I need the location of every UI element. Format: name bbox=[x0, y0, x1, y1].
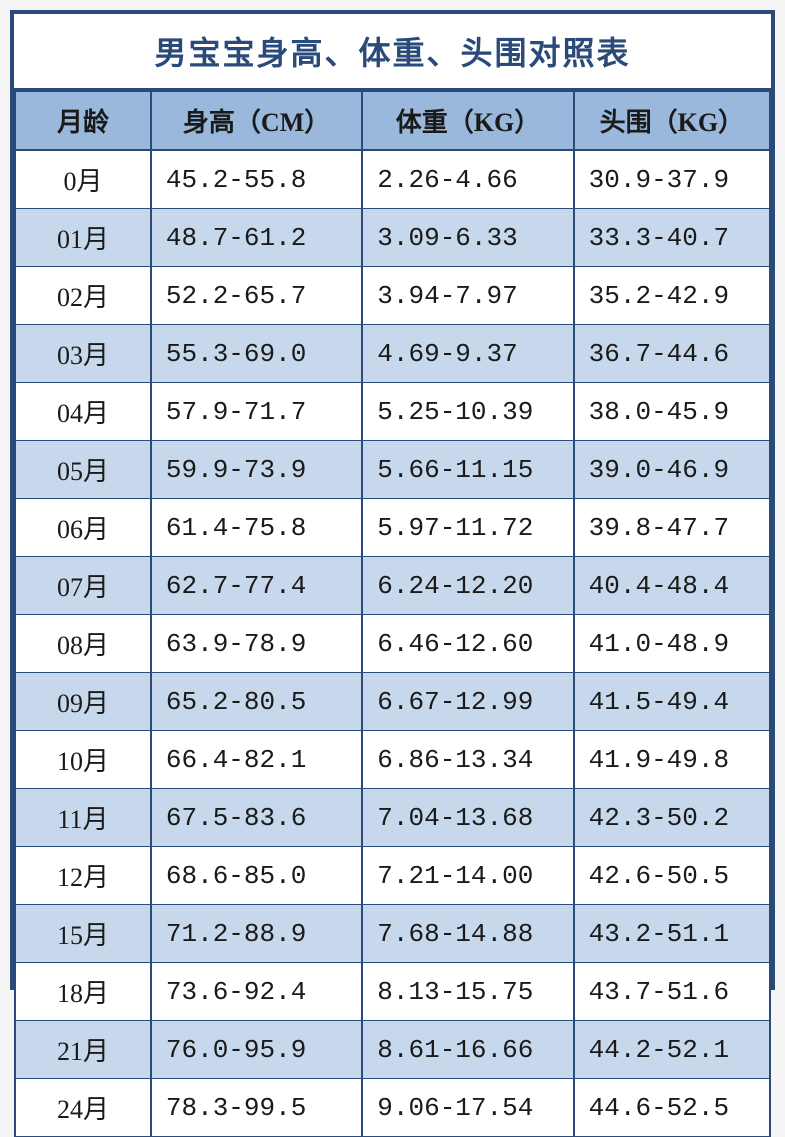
cell-head-circumference: 41.9-49.8 bbox=[574, 731, 770, 789]
cell-month: 12月 bbox=[15, 847, 151, 905]
cell-head-circumference: 41.0-48.9 bbox=[574, 615, 770, 673]
cell-height: 55.3-69.0 bbox=[151, 325, 362, 383]
cell-month: 11月 bbox=[15, 789, 151, 847]
cell-weight: 7.68-14.88 bbox=[362, 905, 573, 963]
growth-reference-table: 男宝宝身高、体重、头围对照表 月龄 身高（CM） 体重（KG） 头围（KG） 0… bbox=[10, 10, 775, 990]
cell-height: 45.2-55.8 bbox=[151, 150, 362, 209]
cell-weight: 5.97-11.72 bbox=[362, 499, 573, 557]
cell-weight: 6.24-12.20 bbox=[362, 557, 573, 615]
table-header-row: 月龄 身高（CM） 体重（KG） 头围（KG） bbox=[15, 91, 770, 150]
cell-head-circumference: 43.2-51.1 bbox=[574, 905, 770, 963]
cell-month: 02月 bbox=[15, 267, 151, 325]
cell-height: 66.4-82.1 bbox=[151, 731, 362, 789]
cell-month: 21月 bbox=[15, 1021, 151, 1079]
table-title: 男宝宝身高、体重、头围对照表 bbox=[14, 14, 771, 90]
cell-month: 15月 bbox=[15, 905, 151, 963]
table-row: 06月61.4-75.85.97-11.7239.8-47.7 bbox=[15, 499, 770, 557]
cell-month: 18月 bbox=[15, 963, 151, 1021]
cell-weight: 9.06-17.54 bbox=[362, 1079, 573, 1137]
table-row: 04月57.9-71.75.25-10.3938.0-45.9 bbox=[15, 383, 770, 441]
cell-height: 62.7-77.4 bbox=[151, 557, 362, 615]
column-header-weight: 体重（KG） bbox=[362, 91, 573, 150]
cell-month: 01月 bbox=[15, 209, 151, 267]
cell-month: 24月 bbox=[15, 1079, 151, 1137]
cell-height: 57.9-71.7 bbox=[151, 383, 362, 441]
cell-month: 07月 bbox=[15, 557, 151, 615]
cell-month: 04月 bbox=[15, 383, 151, 441]
cell-height: 68.6-85.0 bbox=[151, 847, 362, 905]
cell-weight: 6.67-12.99 bbox=[362, 673, 573, 731]
table-row: 01月48.7-61.23.09-6.3333.3-40.7 bbox=[15, 209, 770, 267]
cell-month: 03月 bbox=[15, 325, 151, 383]
cell-weight: 8.13-15.75 bbox=[362, 963, 573, 1021]
cell-head-circumference: 42.3-50.2 bbox=[574, 789, 770, 847]
cell-head-circumference: 42.6-50.5 bbox=[574, 847, 770, 905]
cell-head-circumference: 36.7-44.6 bbox=[574, 325, 770, 383]
cell-weight: 6.86-13.34 bbox=[362, 731, 573, 789]
cell-head-circumference: 39.0-46.9 bbox=[574, 441, 770, 499]
cell-weight: 2.26-4.66 bbox=[362, 150, 573, 209]
cell-head-circumference: 44.2-52.1 bbox=[574, 1021, 770, 1079]
table-body: 0月45.2-55.82.26-4.6630.9-37.901月48.7-61.… bbox=[15, 150, 770, 1137]
table-row: 24月78.3-99.59.06-17.5444.6-52.5 bbox=[15, 1079, 770, 1137]
cell-weight: 3.94-7.97 bbox=[362, 267, 573, 325]
cell-weight: 3.09-6.33 bbox=[362, 209, 573, 267]
table-row: 21月76.0-95.98.61-16.6644.2-52.1 bbox=[15, 1021, 770, 1079]
cell-weight: 5.66-11.15 bbox=[362, 441, 573, 499]
cell-head-circumference: 35.2-42.9 bbox=[574, 267, 770, 325]
cell-height: 48.7-61.2 bbox=[151, 209, 362, 267]
table-row: 11月67.5-83.67.04-13.6842.3-50.2 bbox=[15, 789, 770, 847]
cell-height: 65.2-80.5 bbox=[151, 673, 362, 731]
cell-month: 06月 bbox=[15, 499, 151, 557]
table-row: 09月65.2-80.56.67-12.9941.5-49.4 bbox=[15, 673, 770, 731]
cell-weight: 6.46-12.60 bbox=[362, 615, 573, 673]
cell-head-circumference: 30.9-37.9 bbox=[574, 150, 770, 209]
table-row: 05月59.9-73.95.66-11.1539.0-46.9 bbox=[15, 441, 770, 499]
cell-head-circumference: 43.7-51.6 bbox=[574, 963, 770, 1021]
cell-head-circumference: 40.4-48.4 bbox=[574, 557, 770, 615]
table-row: 12月68.6-85.07.21-14.0042.6-50.5 bbox=[15, 847, 770, 905]
table-row: 03月55.3-69.04.69-9.3736.7-44.6 bbox=[15, 325, 770, 383]
data-table: 月龄 身高（CM） 体重（KG） 头围（KG） 0月45.2-55.82.26-… bbox=[14, 90, 771, 1137]
cell-height: 63.9-78.9 bbox=[151, 615, 362, 673]
cell-month: 08月 bbox=[15, 615, 151, 673]
cell-height: 78.3-99.5 bbox=[151, 1079, 362, 1137]
column-header-head-circumference: 头围（KG） bbox=[574, 91, 770, 150]
table-row: 02月52.2-65.73.94-7.9735.2-42.9 bbox=[15, 267, 770, 325]
cell-height: 73.6-92.4 bbox=[151, 963, 362, 1021]
table-row: 08月63.9-78.96.46-12.6041.0-48.9 bbox=[15, 615, 770, 673]
cell-month: 0月 bbox=[15, 150, 151, 209]
column-header-height: 身高（CM） bbox=[151, 91, 362, 150]
cell-height: 76.0-95.9 bbox=[151, 1021, 362, 1079]
cell-height: 61.4-75.8 bbox=[151, 499, 362, 557]
cell-head-circumference: 41.5-49.4 bbox=[574, 673, 770, 731]
cell-height: 52.2-65.7 bbox=[151, 267, 362, 325]
table-row: 0月45.2-55.82.26-4.6630.9-37.9 bbox=[15, 150, 770, 209]
cell-head-circumference: 44.6-52.5 bbox=[574, 1079, 770, 1137]
table-row: 10月66.4-82.16.86-13.3441.9-49.8 bbox=[15, 731, 770, 789]
table-row: 15月71.2-88.97.68-14.8843.2-51.1 bbox=[15, 905, 770, 963]
cell-head-circumference: 38.0-45.9 bbox=[574, 383, 770, 441]
cell-month: 09月 bbox=[15, 673, 151, 731]
cell-month: 05月 bbox=[15, 441, 151, 499]
cell-weight: 4.69-9.37 bbox=[362, 325, 573, 383]
cell-height: 59.9-73.9 bbox=[151, 441, 362, 499]
table-row: 18月73.6-92.48.13-15.7543.7-51.6 bbox=[15, 963, 770, 1021]
cell-weight: 8.61-16.66 bbox=[362, 1021, 573, 1079]
cell-month: 10月 bbox=[15, 731, 151, 789]
cell-head-circumference: 39.8-47.7 bbox=[574, 499, 770, 557]
cell-weight: 7.21-14.00 bbox=[362, 847, 573, 905]
cell-height: 71.2-88.9 bbox=[151, 905, 362, 963]
column-header-month: 月龄 bbox=[15, 91, 151, 150]
cell-height: 67.5-83.6 bbox=[151, 789, 362, 847]
cell-weight: 5.25-10.39 bbox=[362, 383, 573, 441]
cell-head-circumference: 33.3-40.7 bbox=[574, 209, 770, 267]
cell-weight: 7.04-13.68 bbox=[362, 789, 573, 847]
table-row: 07月62.7-77.46.24-12.2040.4-48.4 bbox=[15, 557, 770, 615]
